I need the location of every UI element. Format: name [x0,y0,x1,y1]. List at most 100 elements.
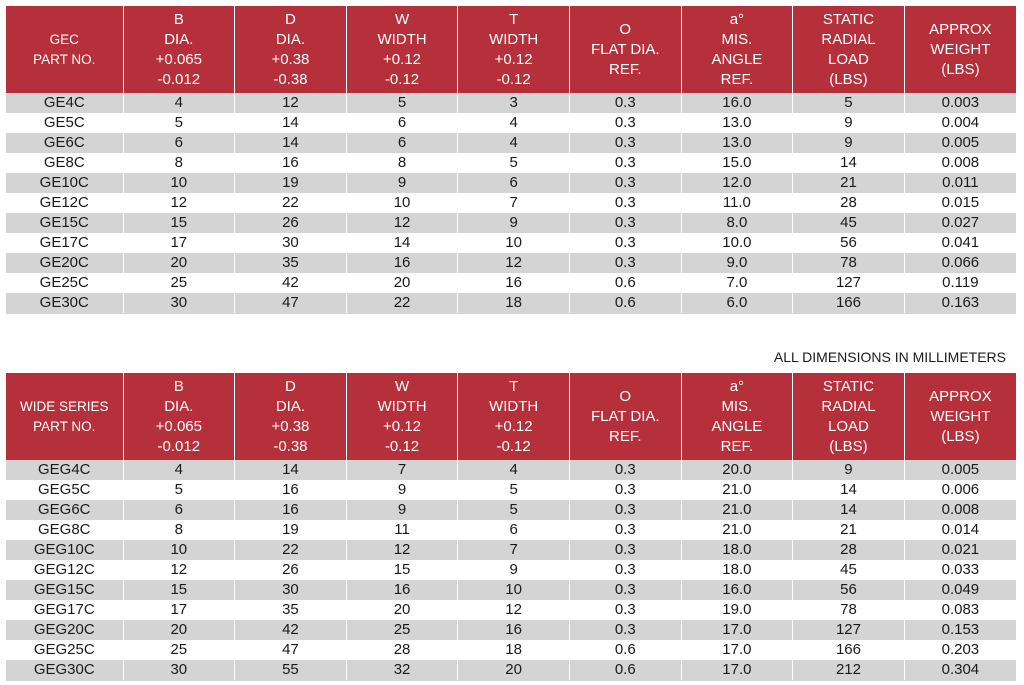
table-body: GE4C 4 12 5 3 0.3 16.0 5 0.003 GE5C 5 14 6 4 0.3 13.0 9 0… [6,93,1016,314]
static-radial-load-cell: 28 [792,193,905,213]
approx-weight-cell: 0.021 [904,540,1016,560]
part-no-cell: GE4C [6,93,124,113]
b-dia-cell: 10 [123,540,236,560]
o-flat-dia-cell: 0.3 [569,93,682,113]
w-width-cell: 11 [346,520,459,540]
t-width-cell: 10 [457,233,570,253]
w-width-cell: 20 [346,600,459,620]
table-row: GE5C 5 14 6 4 0.3 13.0 9 0.004 [6,113,1016,133]
d-dia-cell: 22 [234,540,347,560]
w-width-cell: 7 [346,460,459,480]
part-no-cell: GEG17C [6,600,124,620]
static-radial-load-cell: 28 [792,540,905,560]
w-width-cell: 6 [346,113,459,133]
table-row: GEG25C 25 47 28 18 0.6 17.0 166 0.203 [6,640,1016,660]
static-radial-load-cell: 56 [792,233,905,253]
w-width-cell: 12 [346,213,459,233]
header-row: GEC PART NO. B DIA. +0.065 -0.012 D DIA. +0.38… [6,6,1016,93]
approx-weight-cell: 0.119 [904,273,1016,293]
t-width-cell: 7 [457,540,570,560]
t-width-cell: 5 [457,500,570,520]
b-dia-cell: 12 [123,560,236,580]
d-dia-header: D DIA. +0.38 -0.38 [234,6,347,93]
part-no-cell: GE15C [6,213,124,233]
o-flat-dia-cell: 0.3 [569,233,682,253]
o-flat-dia-header: O FLAT DIA. REF. [569,373,682,460]
t-width-cell: 9 [457,213,570,233]
o-flat-dia-cell: 0.3 [569,600,682,620]
mis-angle-cell: 18.0 [681,540,794,560]
mis-angle-cell: 21.0 [681,480,794,500]
part-no-cell: GEG15C [6,580,124,600]
approx-weight-cell: 0.008 [904,500,1016,520]
mis-angle-cell: 9.0 [681,253,794,273]
wide-series-spec-table: WIDE SERIES PART NO. B DIA. +0.065 -0.012 D D… [6,373,1016,681]
static-radial-load-cell: 127 [792,273,905,293]
b-dia-cell: 10 [123,173,236,193]
mis-angle-cell: 12.0 [681,173,794,193]
t-width-cell: 16 [457,273,570,293]
w-width-cell: 22 [346,293,459,314]
o-flat-dia-cell: 0.3 [569,500,682,520]
approx-weight-header: APPROX WEIGHT (LBS) [904,6,1016,93]
table-row: GE17C 17 30 14 10 0.3 10.0 56 0.041 [6,233,1016,253]
part-no-cell: GE12C [6,193,124,213]
table-row: GE15C 15 26 12 9 0.3 8.0 45 0.027 [6,213,1016,233]
d-dia-cell: 42 [234,620,347,640]
table-row: GE12C 12 22 10 7 0.3 11.0 28 0.015 [6,193,1016,213]
static-radial-load-header: STATIC RADIAL LOAD (LBS) [792,6,905,93]
static-radial-load-cell: 45 [792,560,905,580]
table-row: GEG15C 15 30 16 10 0.3 16.0 56 0.049 [6,580,1016,600]
o-flat-dia-cell: 0.3 [569,133,682,153]
d-dia-cell: 14 [234,133,347,153]
header-row: WIDE SERIES PART NO. B DIA. +0.065 -0.012 D D… [6,373,1016,460]
part-no-cell: GEG8C [6,520,124,540]
d-dia-cell: 19 [234,173,347,193]
table-row: GE25C 25 42 20 16 0.6 7.0 127 0.119 [6,273,1016,293]
approx-weight-cell: 0.083 [904,600,1016,620]
mis-angle-cell: 17.0 [681,620,794,640]
static-radial-load-header: STATIC RADIAL LOAD (LBS) [792,373,905,460]
mis-angle-cell: 15.0 [681,153,794,173]
o-flat-dia-cell: 0.3 [569,460,682,480]
gec-spec-table: GEC PART NO. B DIA. +0.065 -0.012 D DIA. +0.38… [6,6,1016,314]
mis-angle-cell: 21.0 [681,500,794,520]
table-row: GE6C 6 14 6 4 0.3 13.0 9 0.005 [6,133,1016,153]
mis-angle-cell: 19.0 [681,600,794,620]
w-width-header: W WIDTH +0.12 -0.12 [346,6,459,93]
part-no-cell: GEG25C [6,640,124,660]
part-no-cell: GEG20C [6,620,124,640]
w-width-cell: 5 [346,93,459,113]
o-flat-dia-cell: 0.3 [569,540,682,560]
w-width-cell: 9 [346,173,459,193]
static-radial-load-cell: 9 [792,460,905,480]
part-no-header: GEC PART NO. [6,6,124,93]
d-dia-cell: 22 [234,193,347,213]
d-dia-cell: 14 [234,460,347,480]
t-width-cell: 5 [457,480,570,500]
d-dia-cell: 19 [234,520,347,540]
d-dia-cell: 30 [234,233,347,253]
part-no-cell: GE17C [6,233,124,253]
w-width-cell: 20 [346,273,459,293]
mis-angle-cell: 6.0 [681,293,794,314]
t-width-cell: 10 [457,580,570,600]
dimensions-note: ALL DIMENSIONS IN MILLIMETERS [773,349,1006,365]
d-dia-cell: 47 [234,293,347,314]
o-flat-dia-cell: 0.3 [569,480,682,500]
o-flat-dia-cell: 0.6 [569,640,682,660]
d-dia-cell: 14 [234,113,347,133]
mis-angle-cell: 17.0 [681,660,794,681]
w-width-cell: 14 [346,233,459,253]
mis-angle-cell: 18.0 [681,560,794,580]
t-width-cell: 3 [457,93,570,113]
d-dia-cell: 26 [234,560,347,580]
table-header: GEC PART NO. B DIA. +0.065 -0.012 D DIA. +0.38… [6,6,1016,93]
table-row: GE10C 10 19 9 6 0.3 12.0 21 0.011 [6,173,1016,193]
b-dia-cell: 15 [123,580,236,600]
o-flat-dia-cell: 0.3 [569,153,682,173]
b-dia-cell: 17 [123,600,236,620]
table-row: GEG20C 20 42 25 16 0.3 17.0 127 0.153 [6,620,1016,640]
d-dia-cell: 35 [234,253,347,273]
w-width-cell: 9 [346,500,459,520]
